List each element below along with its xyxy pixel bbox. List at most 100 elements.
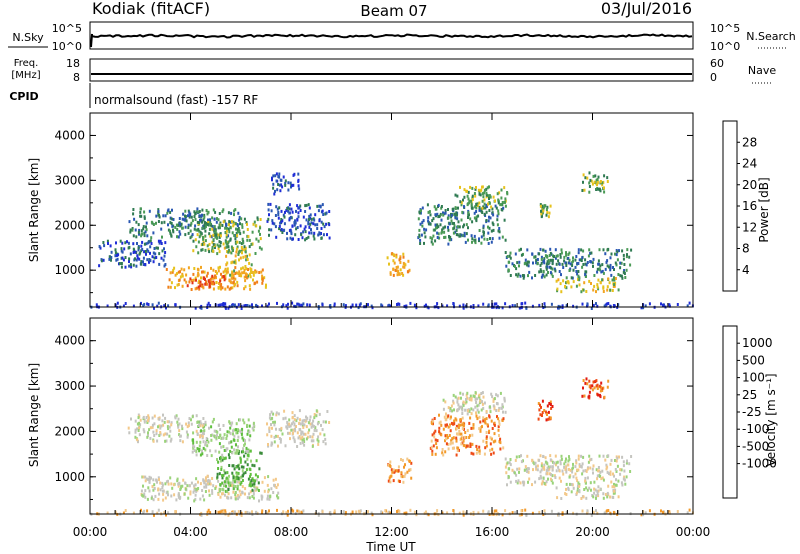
velocity-cell (625, 461, 628, 465)
velocity-cell (668, 511, 671, 515)
velocity-cell (177, 492, 180, 496)
power-cell (498, 191, 501, 195)
power-cell (286, 206, 289, 210)
power-cell (171, 224, 174, 228)
velocity-cell (246, 423, 249, 427)
velocity-cell (166, 432, 169, 436)
velocity-cell (520, 509, 523, 513)
power-cell (224, 267, 227, 271)
velocity-cell (491, 447, 494, 451)
power-cell (160, 256, 163, 260)
power-cell (502, 206, 505, 210)
velocity-cell (228, 456, 231, 460)
power-cell (536, 262, 539, 266)
power-cell (457, 206, 459, 210)
velocity-cell (276, 494, 278, 498)
power-cell (602, 180, 605, 184)
power-cell (541, 211, 544, 215)
velocity-cell (261, 480, 264, 484)
velocity-cell (170, 421, 173, 425)
power-cell (184, 214, 186, 218)
power-cell (255, 237, 258, 241)
power-cell (602, 290, 605, 293)
power-echo-region (192, 216, 263, 256)
velocity-cell (280, 428, 283, 432)
velocity-cell (582, 379, 585, 382)
power-cell (593, 274, 596, 277)
power-cell (205, 274, 208, 278)
power-cell (230, 211, 233, 215)
power-cell (495, 206, 498, 210)
power-cell (293, 223, 296, 227)
power-cell (192, 239, 195, 243)
power-cell (222, 303, 225, 307)
power-cell (504, 197, 507, 201)
power-cell (473, 234, 476, 238)
velocity-cell (572, 511, 575, 515)
power-cell (342, 303, 345, 307)
power-cell (545, 208, 548, 211)
velocity-cell (248, 496, 251, 500)
power-cell (611, 289, 614, 292)
power-cell (170, 222, 173, 225)
velocity-cell (482, 416, 485, 420)
power-cell (596, 285, 599, 289)
power-cell (286, 231, 288, 235)
power-cell (467, 190, 470, 194)
power-cell (160, 242, 163, 245)
velocity-cell (452, 509, 455, 512)
power-cell (488, 201, 491, 205)
velocity-cell (246, 449, 249, 453)
power-cell (506, 191, 509, 194)
velocity-cell (549, 454, 552, 458)
velocity-cell (558, 469, 561, 473)
power-cell (310, 221, 313, 225)
velocity-cell (147, 419, 149, 423)
power-cell (256, 280, 259, 284)
power-cell (181, 274, 184, 278)
velocity-cell (234, 497, 237, 501)
velocity-cell (401, 458, 404, 462)
velocity-cell (514, 511, 517, 515)
velocity-cell (296, 445, 299, 448)
velocity-cell (268, 416, 271, 420)
power-cell (136, 256, 139, 260)
power-cell (380, 303, 383, 307)
velocity-cell (292, 420, 295, 424)
power-cell (225, 235, 228, 239)
power-cell (418, 210, 421, 214)
power-cell (197, 273, 200, 277)
power-cell (219, 244, 222, 248)
power-cell (129, 252, 132, 256)
velocity-cell (600, 477, 603, 481)
velocity-cell (202, 430, 205, 433)
velocity-cell (214, 487, 217, 490)
power-cell (475, 215, 478, 219)
power-cell (197, 227, 200, 231)
velocity-cell (198, 444, 201, 448)
power-cell (308, 303, 311, 307)
velocity-cell (292, 436, 295, 440)
power-cell (576, 262, 579, 265)
power-cell (509, 256, 512, 260)
power-cell (229, 286, 232, 290)
velocity-cell (169, 476, 172, 480)
power-cell (194, 287, 197, 291)
velocity-cell (509, 458, 512, 461)
power-cell (114, 248, 117, 252)
power-cell (245, 275, 248, 278)
power-cell (688, 301, 691, 305)
power-cell (290, 207, 293, 211)
velocity-cell (462, 513, 465, 517)
velocity-cell (274, 477, 277, 481)
velocity-cell (501, 403, 504, 407)
power-cell (225, 263, 228, 267)
velocity-cell (138, 433, 141, 437)
power-cell (201, 284, 204, 288)
power-cell (488, 185, 490, 189)
power-cell (434, 213, 437, 217)
power-cell (218, 282, 221, 285)
power-cell (284, 183, 287, 187)
velocity-cell (541, 411, 544, 414)
power-cell (548, 254, 551, 257)
